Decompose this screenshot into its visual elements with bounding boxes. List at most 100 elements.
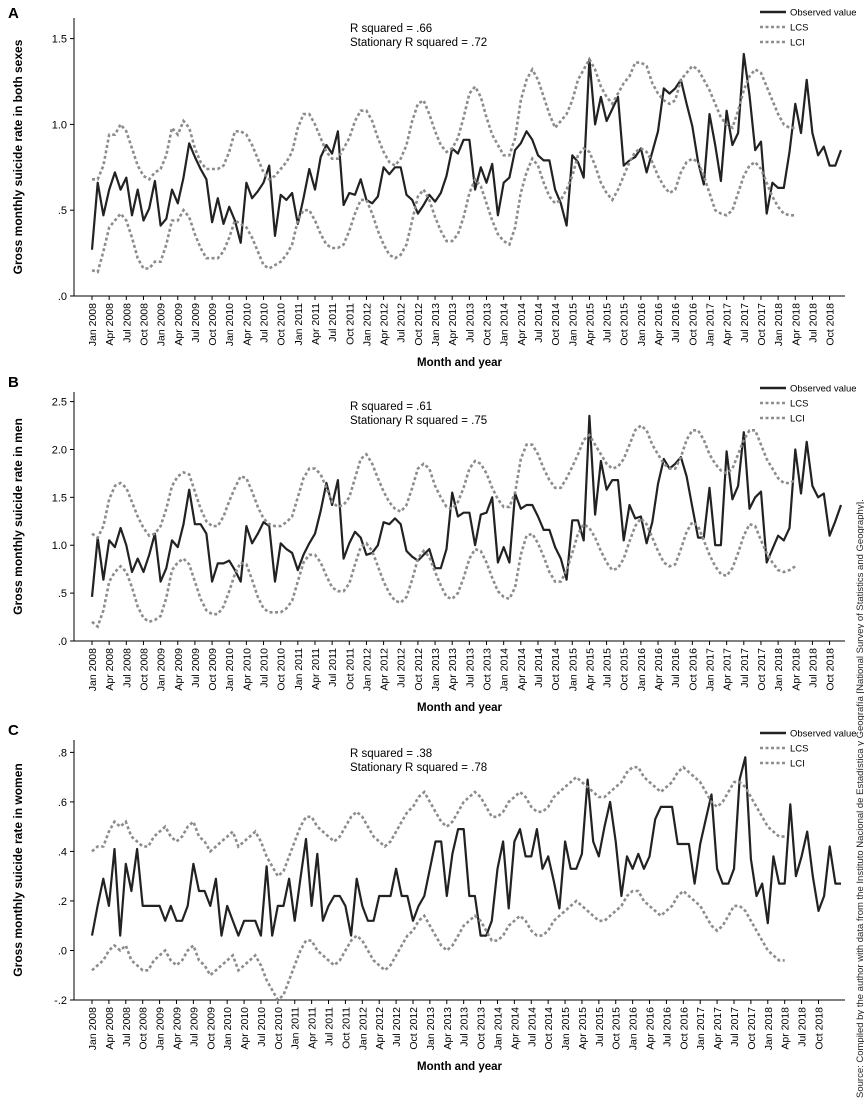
x-tick-label: Oct 2017 xyxy=(746,1007,758,1050)
x-tick-label: Jul 2011 xyxy=(327,303,339,342)
x-tick-label: Oct 2009 xyxy=(207,648,219,691)
x-tick-label: Jan 2009 xyxy=(156,303,168,346)
x-tick-label: Jul 2014 xyxy=(533,303,545,343)
y-tick-label: .0 xyxy=(58,636,67,648)
x-tick-label: Jan 2015 xyxy=(567,648,579,691)
x-tick-label: Oct 2018 xyxy=(813,1007,825,1050)
x-tick-label: Jul 2008 xyxy=(121,303,133,343)
x-tick-label: Jul 2016 xyxy=(670,648,682,688)
x-tick-label: Jan 2012 xyxy=(361,303,373,346)
legend-label: LCS xyxy=(790,744,808,755)
x-tick-label: Apr 2014 xyxy=(516,303,528,346)
x-tick-label: Jan 2015 xyxy=(560,1007,572,1050)
series-line-lci xyxy=(91,516,797,629)
x-tick-label: Apr 2008 xyxy=(104,1007,116,1050)
legend-label: LCI xyxy=(790,759,805,770)
x-tick-label: Jul 2012 xyxy=(396,648,408,688)
x-tick-label: Jan 2014 xyxy=(492,1007,504,1050)
x-tick-label: Apr 2015 xyxy=(584,648,596,691)
x-tick-label: Jan 2017 xyxy=(704,648,716,691)
x-tick-label: Jul 2017 xyxy=(729,1007,741,1047)
chart-panel-c: C -.2 .0 .2 .4 .6 .8 Gross monthly suicide rate… xyxy=(8,722,857,1073)
x-tick-label: Apr 2016 xyxy=(653,648,665,691)
x-tick-label: Jul 2011 xyxy=(324,1007,336,1046)
x-tick-label: Apr 2018 xyxy=(790,648,802,691)
x-tick-label: Jul 2010 xyxy=(259,648,271,688)
x-tick-label: Apr 2017 xyxy=(712,1007,724,1050)
x-tick-label: Oct 2014 xyxy=(543,1007,555,1050)
r-squared-annotation: Stationary R squared = .72 xyxy=(350,37,487,49)
x-tick-label: Oct 2011 xyxy=(344,648,356,690)
x-tick-label: Jul 2009 xyxy=(188,1007,200,1047)
x-tick-label: Jul 2011 xyxy=(327,648,339,687)
x-tick-label: Jan 2012 xyxy=(361,648,373,691)
r-squared-annotation: R squared = .66 xyxy=(350,23,432,35)
series-line-observed-value xyxy=(90,52,843,250)
y-tick-label: 2.0 xyxy=(52,444,67,456)
x-tick-label: Apr 2011 xyxy=(310,303,322,345)
x-tick-label: Oct 2011 xyxy=(340,1007,352,1049)
x-tick-label: Apr 2013 xyxy=(447,648,459,691)
x-tick-label: Jan 2011 xyxy=(290,1007,302,1050)
legend-label: LCI xyxy=(790,38,805,49)
x-tick-label: Jul 2013 xyxy=(459,1007,471,1047)
x-tick-label: Apr 2009 xyxy=(173,648,185,691)
y-axis-title: Gross monthly suicide rate in both sexes xyxy=(11,39,25,274)
x-tick-label: Jan 2009 xyxy=(155,1007,167,1050)
x-tick-label: Oct 2012 xyxy=(408,1007,420,1050)
series-line-lci xyxy=(91,889,785,1003)
y-tick-label: 1.0 xyxy=(52,540,67,552)
x-tick-label: Apr 2009 xyxy=(173,303,185,346)
x-tick-label: Oct 2014 xyxy=(550,303,562,346)
x-tick-label: Jul 2013 xyxy=(464,303,476,343)
chart-panel-a: A .0 .5 1.0 1.5 Gross monthly suicide rate in… xyxy=(8,5,857,369)
x-tick-label: Jan 2009 xyxy=(156,648,168,691)
x-tick-label: Apr 2010 xyxy=(241,303,253,346)
x-tick-label: Jan 2016 xyxy=(636,303,648,346)
x-tick-label: Oct 2015 xyxy=(611,1007,623,1050)
x-tick-label: Jul 2013 xyxy=(464,648,476,688)
x-tick-label: Oct 2015 xyxy=(619,648,631,691)
y-tick-label: .0 xyxy=(58,945,67,957)
r-squared-annotation: R squared = .38 xyxy=(350,748,432,760)
y-tick-label: .2 xyxy=(58,896,67,908)
x-tick-label: Apr 2014 xyxy=(509,1007,521,1050)
x-tick-label: Apr 2018 xyxy=(780,1007,792,1050)
y-axis-title: Gross monthly suicide rate in men xyxy=(11,418,25,615)
x-tick-label: Jul 2018 xyxy=(807,648,819,688)
y-tick-label: 1.0 xyxy=(52,119,67,131)
x-tick-label: Jul 2016 xyxy=(661,1007,673,1047)
x-tick-label: Oct 2013 xyxy=(482,303,494,346)
x-tick-label: Apr 2015 xyxy=(577,1007,589,1050)
x-tick-label: Jul 2017 xyxy=(739,648,751,688)
x-tick-label: Jul 2014 xyxy=(526,1007,538,1047)
x-tick-label: Jul 2010 xyxy=(259,303,271,343)
y-axis-title: Gross monthly suicide rate in women xyxy=(11,763,25,976)
x-tick-label: Oct 2010 xyxy=(276,303,288,346)
x-tick-label: Oct 2015 xyxy=(619,303,631,346)
source-note: Source: Compiled by the author with data… xyxy=(855,499,864,1098)
x-tick-label: Jul 2015 xyxy=(602,303,614,343)
r-squared-annotation: Stationary R squared = .75 xyxy=(350,415,487,427)
r-squared-annotation: Stationary R squared = .78 xyxy=(350,762,487,774)
x-tick-label: Oct 2008 xyxy=(138,1007,150,1050)
x-tick-label: Jan 2015 xyxy=(567,303,579,346)
x-tick-label: Apr 2017 xyxy=(722,303,734,346)
y-tick-label: .6 xyxy=(58,797,67,809)
x-tick-label: Apr 2016 xyxy=(645,1007,657,1050)
x-tick-label: Jul 2017 xyxy=(739,303,751,343)
x-tick-label: Apr 2012 xyxy=(379,648,391,691)
x-tick-label: Oct 2013 xyxy=(476,1007,488,1050)
x-tick-label: Jul 2018 xyxy=(807,303,819,343)
panel-label: B xyxy=(8,374,19,391)
x-tick-label: Apr 2013 xyxy=(447,303,459,346)
x-tick-label: Jul 2008 xyxy=(121,648,133,688)
x-tick-label: Jan 2018 xyxy=(763,1007,775,1050)
x-tick-label: Jan 2010 xyxy=(224,648,236,691)
x-tick-label: Apr 2009 xyxy=(171,1007,183,1050)
legend-label: LCS xyxy=(790,399,808,410)
y-tick-label: .5 xyxy=(58,205,67,217)
x-tick-label: Jul 2008 xyxy=(121,1007,133,1047)
x-tick-label: Jan 2016 xyxy=(628,1007,640,1050)
